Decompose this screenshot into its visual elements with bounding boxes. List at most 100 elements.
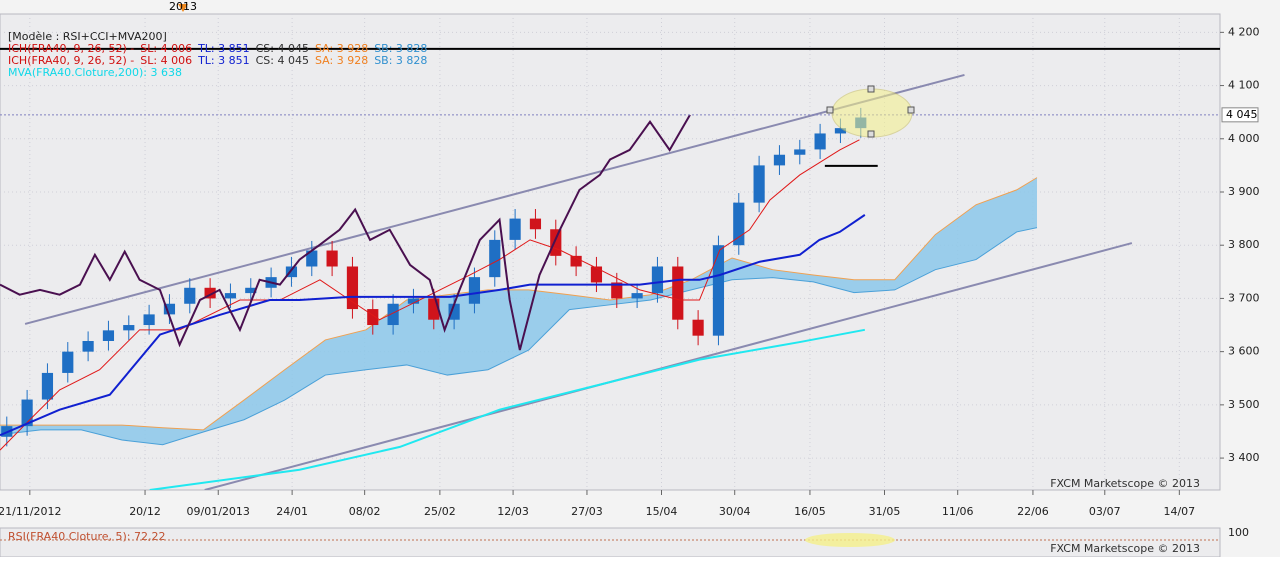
y-tick-label: 4 000 bbox=[1228, 132, 1260, 145]
candle-body bbox=[204, 287, 216, 299]
candle-body bbox=[773, 154, 786, 166]
candle-body bbox=[468, 277, 481, 304]
x-tick-label: 20/12 bbox=[129, 505, 161, 518]
y-tick-label: 3 400 bbox=[1228, 451, 1260, 464]
legend-text: SA: 3 928 bbox=[315, 54, 368, 67]
highlight bbox=[831, 88, 913, 138]
x-tick-label: 03/07 bbox=[1089, 505, 1121, 518]
x-tick-label: 08/02 bbox=[349, 505, 381, 518]
x-tick-label: 11/06 bbox=[942, 505, 974, 518]
legend-entry: MVA(FRA40.Cloture,200): 3 638 bbox=[8, 66, 182, 79]
candle-body bbox=[102, 330, 115, 341]
candle-body bbox=[41, 372, 54, 400]
candle-body bbox=[570, 255, 582, 267]
indicator-line bbox=[0, 114, 691, 351]
x-tick-label: 25/02 bbox=[424, 505, 456, 518]
handle bbox=[867, 130, 875, 138]
candle-body bbox=[692, 319, 704, 336]
candle-body bbox=[733, 202, 745, 246]
cloud-b bbox=[0, 227, 1038, 446]
legend-text: TL: 3 851 bbox=[197, 54, 250, 67]
y-tick-label: 3 900 bbox=[1228, 185, 1260, 198]
legend-text: CS: 4 045 bbox=[256, 42, 309, 55]
x-tick-label: 22/06 bbox=[1017, 505, 1049, 518]
x-tick-label: 15/04 bbox=[646, 505, 678, 518]
legend-text: SA: 3 928 bbox=[315, 42, 368, 55]
legend-text: CS: 4 045 bbox=[256, 54, 309, 67]
candle-body bbox=[306, 250, 318, 267]
indicator-line bbox=[0, 214, 866, 437]
candle-body bbox=[509, 218, 521, 240]
plot-area bbox=[0, 13, 1221, 491]
legend-entry: ICH(FRA40, 9, 26, 52) - SL: 4 006 TL: 3 85… bbox=[8, 42, 427, 55]
x-tick-label: 27/03 bbox=[571, 505, 603, 518]
y-tick-label: 4 200 bbox=[1228, 25, 1260, 38]
candle-body bbox=[753, 165, 765, 203]
candle-body bbox=[489, 239, 501, 278]
year-marker-icon bbox=[178, 4, 188, 12]
legend-entry: ICH(FRA40, 9, 26, 52) - SL: 4 006 TL: 3 85… bbox=[8, 54, 427, 67]
watermark: FXCM Marketscope © 2013 bbox=[1050, 477, 1200, 490]
x-tick-label: 14/07 bbox=[1163, 505, 1195, 518]
candle-body bbox=[285, 266, 298, 278]
candle-body bbox=[590, 266, 603, 283]
price-label: 4 045 bbox=[1226, 108, 1258, 121]
candle-body bbox=[550, 229, 562, 256]
x-tick-label: 09/01/2013 bbox=[187, 505, 250, 518]
y-tick-label: 3 700 bbox=[1228, 291, 1260, 304]
y-tick-label: 3 800 bbox=[1228, 238, 1260, 251]
candle-body bbox=[814, 133, 826, 150]
plot bbox=[0, 14, 1220, 490]
candle-body bbox=[611, 282, 623, 299]
trendline bbox=[24, 73, 965, 325]
price-box bbox=[1221, 107, 1259, 123]
candle-body bbox=[834, 128, 847, 134]
x-tick-label: 21/11/2012 bbox=[0, 505, 62, 518]
handle bbox=[826, 106, 834, 114]
cloud bbox=[0, 177, 1037, 445]
y-tick-label: 3 500 bbox=[1228, 398, 1260, 411]
x-tick-label: 31/05 bbox=[869, 505, 901, 518]
candle-body bbox=[245, 287, 257, 294]
candle-body bbox=[367, 309, 379, 326]
indicator-line bbox=[149, 328, 866, 490]
candle-body bbox=[672, 266, 684, 320]
candle-body bbox=[428, 298, 440, 320]
lower-watermark: FXCM Marketscope © 2013 bbox=[1050, 542, 1200, 555]
candle-body bbox=[163, 303, 176, 315]
candle-body bbox=[712, 245, 725, 336]
lower-panel bbox=[0, 527, 1221, 558]
legend-text: TL: 3 851 bbox=[197, 42, 250, 55]
indicator-line bbox=[0, 139, 860, 451]
x-tick-label: 24/01 bbox=[276, 505, 308, 518]
candle-body bbox=[143, 314, 155, 326]
candle-body bbox=[407, 298, 420, 304]
year-marker: 2013 bbox=[169, 0, 197, 13]
candle-body bbox=[62, 351, 74, 373]
candle-body bbox=[387, 303, 399, 326]
cloud-a bbox=[0, 177, 1038, 431]
lower-highlight bbox=[805, 533, 895, 547]
y-tick-label: 4 100 bbox=[1228, 79, 1260, 92]
legend-text: MVA(FRA40.Cloture,200): 3 638 bbox=[8, 66, 182, 79]
candle-body bbox=[82, 340, 94, 352]
candle-body bbox=[631, 293, 643, 299]
legend-text: ICH(FRA40, 9, 26, 52) - bbox=[8, 42, 134, 55]
x-tick-label: 30/04 bbox=[719, 505, 751, 518]
candle-body bbox=[184, 287, 196, 304]
x-tick-label: 12/03 bbox=[497, 505, 529, 518]
handle bbox=[907, 106, 915, 114]
legend-text: SL: 4 006 bbox=[140, 54, 192, 67]
legend-text: SB: 3 828 bbox=[374, 42, 427, 55]
candle-body bbox=[224, 293, 237, 299]
y-tick-label: 3 600 bbox=[1228, 345, 1260, 358]
legend-text: SB: 3 828 bbox=[374, 54, 427, 67]
candle-body bbox=[794, 149, 806, 155]
candle-body bbox=[326, 250, 338, 267]
lower-scale: 100 bbox=[1228, 526, 1249, 539]
handle bbox=[867, 85, 875, 93]
candle-body bbox=[21, 399, 33, 427]
model-label: [Modèle : RSI+CCI+MVA200] bbox=[8, 30, 167, 43]
lower-label: RSI(FRA40.Cloture, 5): 72,22 bbox=[8, 530, 165, 543]
